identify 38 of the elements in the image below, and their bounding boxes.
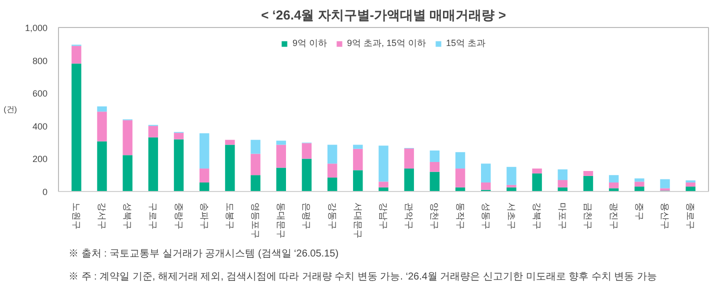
x-tick-label: 도봉구 (224, 202, 235, 230)
x-tick-label: 관악구 (404, 202, 414, 230)
y-tick-label: 1,000 (24, 23, 48, 33)
x-tick-label: 영등포구 (250, 202, 261, 238)
legend-label: 15억 초과 (446, 37, 486, 50)
x-tick-label: 양천구 (430, 202, 440, 230)
x-tick-label: 동대문구 (276, 202, 286, 238)
y-tick-label: 800 (32, 56, 48, 66)
legend-label: 9억 초과, 15억 이하 (346, 37, 426, 50)
y-tick-label: 400 (32, 121, 48, 132)
x-tick-label: 구로구 (148, 202, 158, 230)
text: ※ 출처 : 국토교통부 실거래가 공개시스템 (검색일 ‘26.05.15) (68, 248, 339, 260)
x-tick-label: 서초구 (506, 202, 516, 230)
x-tick-label: 서대문구 (352, 202, 363, 238)
x-tick-label: 성북구 (122, 202, 133, 230)
x-tick-label: 마포구 (558, 202, 568, 230)
x-tick-label: 중구 (634, 202, 644, 220)
y-axis-title: (건) (4, 105, 18, 114)
text: ※ 주 : 계약일 기준, 해제거래 제외, 검색시점에 따라 거래량 수치 변동 가능. ‘26.4월 거래량은 신고기한 미도래로 향후 수치 변동 가능 (68, 272, 657, 282)
x-tick-label: 노원구 (71, 202, 82, 230)
x-tick-label: 성동구 (480, 202, 491, 230)
y-tick-label: 200 (32, 154, 48, 164)
x-tick-label: 송파구 (199, 202, 210, 230)
x-tick-label: 용산구 (660, 202, 670, 230)
x-tick-label: 강서구 (97, 202, 108, 230)
x-tick-label: 종로구 (686, 202, 696, 230)
x-tick-label: 금천구 (583, 202, 594, 230)
x-tick-label: 은평구 (302, 202, 312, 230)
y-tick-label: 0 (42, 187, 48, 197)
x-tick-label: 광진구 (608, 202, 619, 230)
y-tick-label: 600 (32, 88, 48, 99)
x-tick-label: 강남구 (378, 202, 388, 230)
legend-label: 9억 이하 (292, 37, 327, 50)
x-tick-label: 동작구 (455, 202, 466, 230)
x-tick-label: 강북구 (532, 202, 542, 230)
x-tick-label: 강동구 (327, 202, 338, 230)
x-tick-label: 중랑구 (174, 202, 184, 230)
chart-title: < ‘26.4월 자치구별-가액대별 매매거래량 > (261, 8, 506, 22)
